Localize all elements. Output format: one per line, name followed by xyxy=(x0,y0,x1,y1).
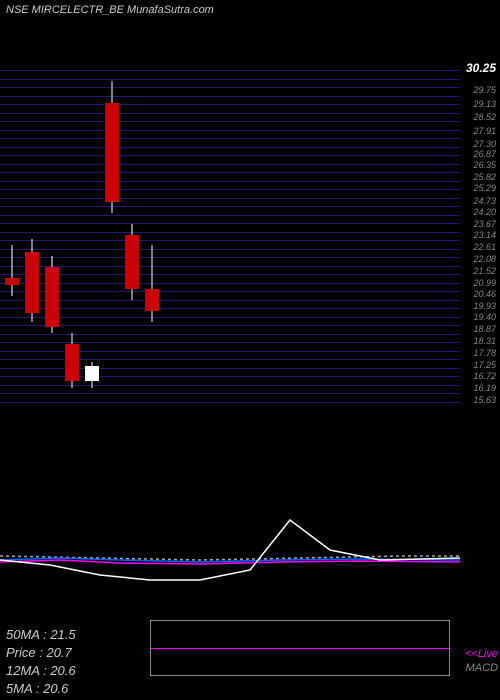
y-tick-label: 15.63 xyxy=(473,396,496,404)
ma50-label: 50MA : xyxy=(6,627,50,642)
indicator-svg xyxy=(0,480,500,620)
candle xyxy=(145,245,159,322)
candle xyxy=(5,245,19,295)
highlight-price: 30.25 xyxy=(466,64,496,72)
y-tick-label: 26.87 xyxy=(473,150,496,158)
y-tick-label: 17.25 xyxy=(473,361,496,369)
price-label: Price : xyxy=(6,645,46,660)
y-tick-label: 18.87 xyxy=(473,325,496,333)
info-box: 50MA : 21.5 Price : 20.7 12MA : 20.6 5MA… xyxy=(6,626,76,698)
macd-label: MACD xyxy=(466,662,498,674)
y-tick-label: 18.31 xyxy=(473,337,496,345)
y-tick-label: 25.82 xyxy=(473,173,496,181)
y-axis-labels: 30.25 29.7529.1328.5227.9127.3026.8726.3… xyxy=(460,70,496,410)
y-tick-label: 17.78 xyxy=(473,349,496,357)
ma50-row: 50MA : 21.5 xyxy=(6,626,76,644)
candle xyxy=(105,81,119,213)
price-value: 20.7 xyxy=(46,645,71,660)
ma5-value: 20.6 xyxy=(43,681,68,696)
y-tick-label: 16.72 xyxy=(473,372,496,380)
macd-box xyxy=(150,620,450,676)
indicator-chart xyxy=(0,480,500,620)
ma50-value: 21.5 xyxy=(50,627,75,642)
candle xyxy=(85,362,99,388)
price-chart: 30.25 29.7529.1328.5227.9127.3026.8726.3… xyxy=(0,70,500,410)
y-tick-label: 21.52 xyxy=(473,267,496,275)
live-label: <<Live xyxy=(465,648,498,660)
chart-title: NSE MIRCELECTR_BE MunafaSutra.com xyxy=(6,4,214,16)
y-tick-label: 19.93 xyxy=(473,302,496,310)
y-tick-label: 27.91 xyxy=(473,127,496,135)
ma5-row: 5MA : 20.6 xyxy=(6,680,76,698)
ma12-label: 12MA : xyxy=(6,663,50,678)
y-tick-label: 29.75 xyxy=(473,86,496,94)
y-tick-label: 20.99 xyxy=(473,279,496,287)
y-tick-label: 29.13 xyxy=(473,100,496,108)
y-tick-label: 27.30 xyxy=(473,140,496,148)
y-tick-label: 16.19 xyxy=(473,384,496,392)
y-tick-label: 24.73 xyxy=(473,197,496,205)
y-tick-label: 20.46 xyxy=(473,290,496,298)
candle xyxy=(25,239,39,322)
ma5-label: 5MA : xyxy=(6,681,43,696)
ma12-row: 12MA : 20.6 xyxy=(6,662,76,680)
macd-midline xyxy=(151,648,449,649)
y-tick-label: 28.52 xyxy=(473,113,496,121)
y-tick-label: 22.61 xyxy=(473,243,496,251)
y-tick-label: 24.20 xyxy=(473,208,496,216)
y-tick-label: 26.35 xyxy=(473,161,496,169)
ma12-value: 20.6 xyxy=(50,663,75,678)
y-tick-label: 23.67 xyxy=(473,220,496,228)
y-tick-label: 23.14 xyxy=(473,231,496,239)
y-tick-label: 22.08 xyxy=(473,255,496,263)
price-row: Price : 20.7 xyxy=(6,644,76,662)
candle xyxy=(65,333,79,388)
candle xyxy=(125,224,139,301)
candle xyxy=(45,256,59,333)
y-tick-label: 25.29 xyxy=(473,184,496,192)
y-tick-label: 19.40 xyxy=(473,313,496,321)
